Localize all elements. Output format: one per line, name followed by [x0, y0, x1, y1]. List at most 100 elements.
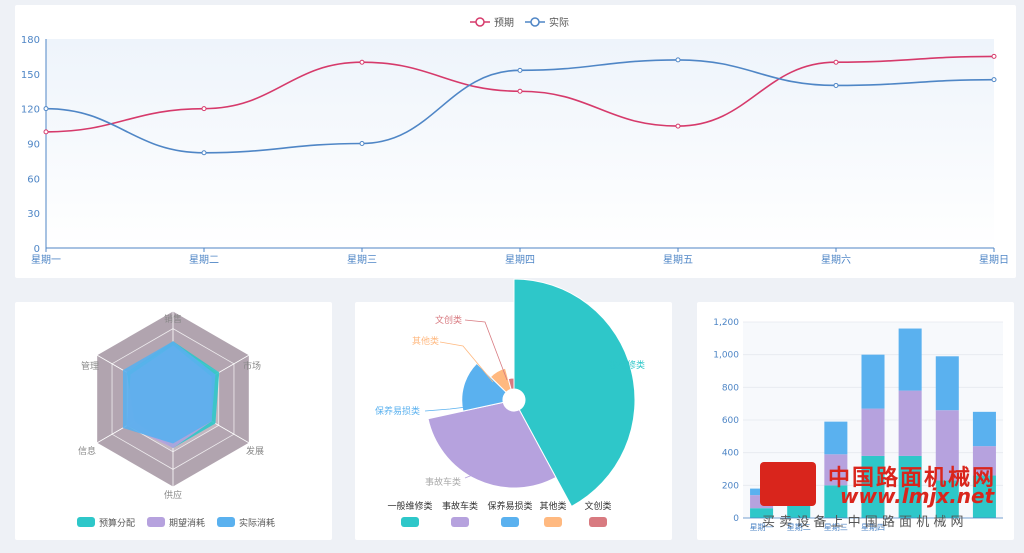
radar-indicator-label: 信息 — [78, 445, 96, 457]
line-point — [517, 88, 523, 94]
y-tick-label: 60 — [27, 174, 40, 185]
rose-slice-label: 文创类 — [435, 314, 462, 326]
bar-y-tick-label: 400 — [722, 449, 739, 459]
x-tick-label: 星期四 — [505, 254, 535, 266]
rose-legend-swatch — [589, 517, 607, 527]
line-point — [675, 123, 681, 129]
rose-leader — [464, 319, 508, 381]
rose-legend-label: 一般维修类 — [387, 500, 432, 512]
x-tick-label: 星期二 — [189, 254, 219, 266]
rose-slice — [461, 362, 507, 412]
bar-x-tick-label: 星期一 — [750, 523, 774, 532]
rose-legend-label: 文创类 — [584, 500, 611, 512]
rose-leader — [464, 451, 506, 479]
radar-indicator-label: 管理 — [81, 360, 99, 372]
bar-segment — [861, 408, 885, 456]
rose-slice — [427, 401, 557, 489]
bar-x-tick-label: 星期三 — [824, 523, 848, 532]
line-point — [43, 106, 49, 112]
bar-segment — [750, 508, 774, 518]
bar-y-tick-label: 600 — [722, 416, 739, 426]
radar-chart-panel: 销售市场发展供应 信息 管理预算分配 期望消耗 实际消耗 — [15, 302, 332, 540]
rose-slice-label: 事故车类 — [425, 476, 461, 488]
bar-x-tick-label: 星期四 — [861, 523, 885, 532]
y-tick-label: 0 — [34, 244, 40, 255]
bar-x-tick-label: 星期二 — [787, 523, 811, 532]
bar-segment — [898, 328, 922, 391]
line-point — [833, 82, 839, 88]
x-tick-label: 星期六 — [821, 254, 851, 266]
y-tick-label: 90 — [27, 140, 40, 151]
line-point — [675, 57, 681, 63]
x-tick-label: 星期日 — [979, 254, 1009, 266]
radar-indicator-label: 销售 — [164, 313, 182, 325]
rose-legend-label: 事故车类 — [442, 500, 478, 512]
bar-segment — [972, 475, 996, 518]
rose-chart-panel: 一般维修类 事故车类 保养易损类 其他类 文创类 一般维修类 事故车类 保养易损类 其他类 文创类 — [355, 278, 672, 540]
rose-slice-label: 一般维修类 — [600, 359, 645, 371]
rose-legend-swatch — [501, 517, 519, 527]
line-chart-panel: 0 30 60 90 120 150 180 星期一 星期二 星期三 星期四 星期五 星期六 星期日 预期 实… — [15, 5, 1016, 278]
line-point — [201, 106, 207, 112]
line-point — [517, 67, 523, 73]
y-tick-label: 120 — [21, 105, 40, 116]
rose-legend-label: 其他类 — [539, 500, 566, 512]
bar-segment — [935, 356, 959, 411]
bar-y-tick-label: 0 — [733, 514, 739, 524]
rose-leader — [439, 341, 494, 383]
rose-legend-swatch — [401, 517, 419, 527]
legend-marker — [530, 17, 540, 27]
radar-legend-swatch — [217, 517, 235, 527]
legend-label: 预期 — [494, 17, 514, 29]
brand-name: 中国路面机械网 — [828, 466, 997, 491]
bar-segment — [972, 411, 996, 447]
line-point — [359, 141, 365, 146]
radar-legend-swatch — [147, 517, 165, 527]
bar-y-tick-label: 1,000 — [713, 351, 739, 361]
line-point — [991, 53, 997, 59]
x-tick-label: 星期五 — [663, 254, 693, 266]
brand-logo: 中国路面机械网 www.lmjx.net 买 卖 设 备 上 中 国 路 面 机… — [760, 458, 1022, 553]
bar-y-tick-label: 200 — [722, 481, 739, 491]
radar-legend-label: 预算分配 — [99, 517, 135, 529]
line-plot-background — [46, 39, 994, 248]
y-tick-label: 150 — [21, 70, 40, 81]
radar-indicator-label: 发展 — [246, 445, 264, 457]
radar-legend-label: 实际消耗 — [239, 517, 275, 529]
bar-y-tick-label: 800 — [722, 383, 739, 393]
legend-marker — [475, 17, 485, 27]
bar-segment — [861, 354, 885, 409]
bar-segment — [824, 485, 848, 518]
y-tick-label: 180 — [21, 35, 40, 46]
x-tick-label: 星期三 — [347, 254, 377, 266]
line-point — [991, 77, 997, 83]
line-point — [201, 150, 207, 156]
y-tick-label: 30 — [27, 209, 40, 220]
radar-indicator-label: 供应 — [164, 489, 182, 501]
bar-segment — [824, 454, 848, 486]
brand-slogan: 买 卖 设 备 上 中 国 路 面 机 械 网 — [762, 515, 964, 530]
bar-segment — [861, 455, 885, 518]
rose-legend-swatch — [451, 517, 469, 527]
stacked-bar-panel: 0 200 400 600 800 1,000 1,200 星期一 星期二 星期三 星期四 — [697, 302, 1014, 540]
rose-slice-label: 其他类 — [412, 335, 439, 347]
bar-segment — [972, 446, 996, 476]
bar-segment — [935, 410, 959, 481]
stacked-bar-chart: 0 200 400 600 800 1,000 1,200 星期一 星期二 星期三 星期四 — [713, 318, 1003, 532]
rose-slice — [507, 377, 515, 390]
rose-slice — [513, 278, 636, 508]
legend-label: 实际 — [549, 16, 569, 29]
bar-segment — [935, 480, 959, 518]
line-chart: 0 30 60 90 120 150 180 星期一 星期二 星期三 星期四 星期五 星期六 星期日 预期 实… — [21, 16, 1009, 266]
radar-legend-swatch — [77, 517, 95, 527]
radar-indicator-label: 市场 — [243, 360, 261, 372]
line-point — [43, 129, 49, 135]
brand-url: www.lmjx.net — [840, 484, 995, 508]
radar-legend-label: 期望消耗 — [169, 517, 205, 529]
bar-segment — [898, 390, 922, 456]
x-tick-label: 星期一 — [31, 254, 61, 266]
radar-series-3 — [122, 341, 216, 444]
line-point — [359, 59, 365, 65]
